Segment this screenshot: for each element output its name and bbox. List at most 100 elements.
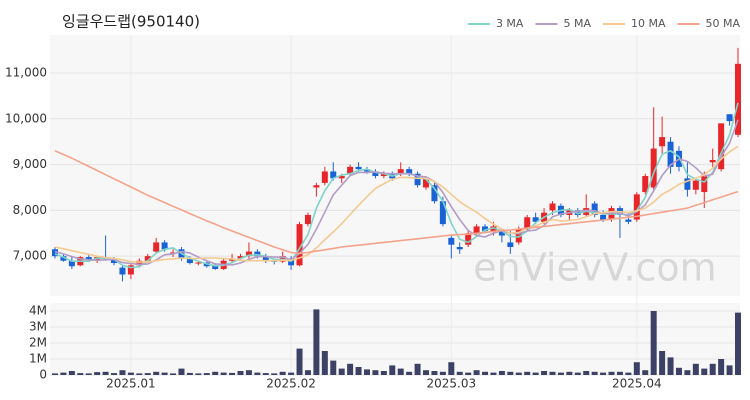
volume-bar: [279, 371, 286, 375]
chart-title: 잉글우드랩(950140): [62, 13, 200, 31]
candle-body: [532, 217, 539, 222]
volume-bar: [490, 372, 497, 375]
volume-bar: [600, 372, 607, 375]
volume-bar: [313, 309, 320, 375]
candle-body: [684, 178, 691, 190]
candle-body: [633, 194, 640, 220]
candle-body: [423, 178, 430, 188]
candle-body: [692, 180, 699, 190]
y-tick-label: 3M: [29, 320, 47, 334]
candle-body: [94, 257, 101, 261]
y-tick-label: 8,000: [13, 203, 47, 217]
candle-body: [372, 171, 379, 177]
volume-bar: [423, 370, 430, 375]
volume-bar: [212, 371, 219, 375]
volume-bar: [321, 351, 328, 375]
candle-body: [431, 185, 438, 202]
volume-bar: [161, 372, 168, 375]
y-tick-label: 9,000: [13, 157, 47, 171]
candle-body: [397, 169, 404, 174]
candle-body: [439, 201, 446, 225]
volume-bar: [60, 372, 67, 375]
volume-bar: [574, 372, 581, 375]
volume-bar: [616, 371, 623, 375]
volume-bar: [153, 371, 160, 375]
volume-bar: [195, 373, 202, 375]
volume-bar: [549, 371, 556, 375]
candle-body: [709, 160, 716, 163]
volume-bar: [507, 371, 514, 375]
volume-bar: [591, 371, 598, 375]
candle-body: [136, 260, 143, 266]
volume-bar: [85, 373, 92, 375]
volume-bar: [684, 370, 691, 375]
volume-bar: [52, 373, 58, 375]
volume-bar: [532, 372, 539, 375]
ma-line: [54, 119, 739, 266]
volume-bar: [355, 367, 362, 375]
volume-bar: [220, 372, 227, 375]
legend-label: 50 MA: [705, 17, 740, 30]
candle-body: [667, 141, 674, 167]
candle-body: [347, 166, 354, 174]
x-tick-label: 2025.04: [612, 377, 662, 391]
volume-bar: [271, 373, 278, 375]
volume-bar: [372, 370, 379, 375]
volume-bar: [338, 368, 345, 375]
volume-bar: [735, 312, 741, 375]
volume-bar: [498, 371, 505, 375]
volume-bar: [414, 363, 421, 375]
volume-bar: [304, 370, 311, 375]
volume-bar: [718, 359, 725, 375]
volume-bar: [541, 371, 548, 375]
candle-body: [254, 251, 261, 257]
y-tick-label: 0: [39, 368, 47, 382]
volume-bar: [178, 368, 185, 375]
x-tick-label: 2025.03: [426, 377, 476, 391]
volume-bar: [406, 371, 413, 375]
candle-body: [245, 251, 252, 257]
volume-bar: [77, 373, 84, 375]
candle-body: [718, 123, 725, 170]
volume-bar: [144, 373, 151, 375]
y-tick-label: 10,000: [5, 111, 47, 125]
candle-body: [625, 219, 632, 222]
candle-body: [313, 185, 320, 188]
volume-bar: [296, 348, 303, 375]
volume-bar: [524, 371, 531, 375]
volume-bar: [330, 360, 337, 375]
volume-bar: [347, 363, 354, 375]
volume-bar: [237, 371, 244, 375]
candle-body: [591, 203, 598, 215]
candle-body: [296, 224, 303, 266]
volume-bar: [380, 371, 387, 375]
volume-bar: [448, 362, 455, 375]
legend-label: 10 MA: [631, 17, 666, 30]
x-tick-label: 2025.02: [266, 377, 316, 391]
volume-bar: [127, 372, 134, 375]
candle-body: [60, 256, 67, 261]
candle-body: [482, 226, 489, 231]
volume-bar: [389, 365, 396, 375]
candle-body: [380, 173, 387, 177]
watermark: enVievV.com: [473, 246, 716, 290]
candle-body: [52, 249, 58, 257]
candle-body: [735, 63, 741, 135]
candle-body: [153, 242, 160, 252]
volume-bar: [94, 372, 101, 375]
candle-body: [186, 258, 193, 264]
candle-body: [701, 176, 708, 193]
volume-bar: [288, 372, 295, 375]
y-tick-label: 2M: [29, 336, 47, 350]
candle-body: [515, 228, 522, 243]
candle-body: [414, 173, 421, 186]
volume-bar: [726, 365, 733, 375]
volume-bar: [675, 367, 682, 375]
candle-body: [473, 226, 480, 234]
y-tick-label: 11,000: [5, 66, 47, 80]
volume-bar: [119, 370, 126, 375]
volume-pane: [50, 303, 740, 375]
candle-body: [456, 247, 463, 250]
candle-body: [524, 217, 531, 229]
